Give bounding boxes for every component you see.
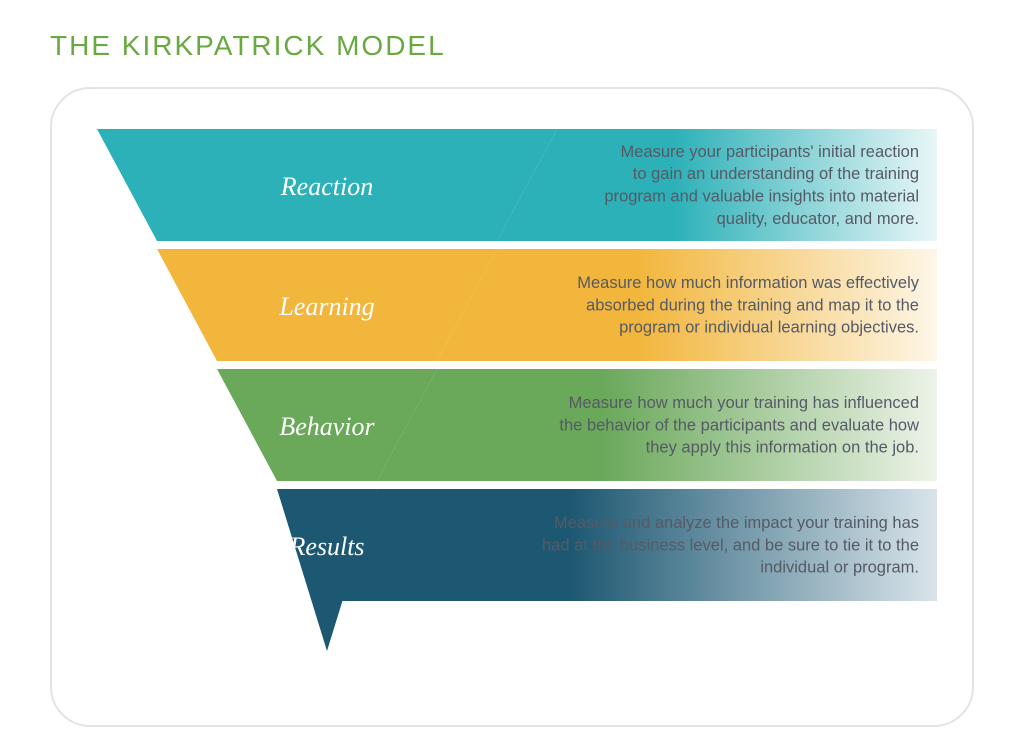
level-1-label: Learning: [278, 292, 374, 321]
page-title: THE KIRKPATRICK MODEL: [50, 30, 974, 62]
funnel-svg: ReactionMeasure your participants' initi…: [87, 129, 937, 669]
level-0-label: Reaction: [280, 172, 373, 201]
diagram-card: ReactionMeasure your participants' initi…: [50, 87, 974, 727]
level-1-description: Measure how much information was effecti…: [577, 274, 920, 337]
funnel-stage: ReactionMeasure your participants' initi…: [87, 129, 937, 669]
level-3-label: Results: [288, 532, 364, 561]
level-2-label: Behavior: [279, 412, 375, 441]
